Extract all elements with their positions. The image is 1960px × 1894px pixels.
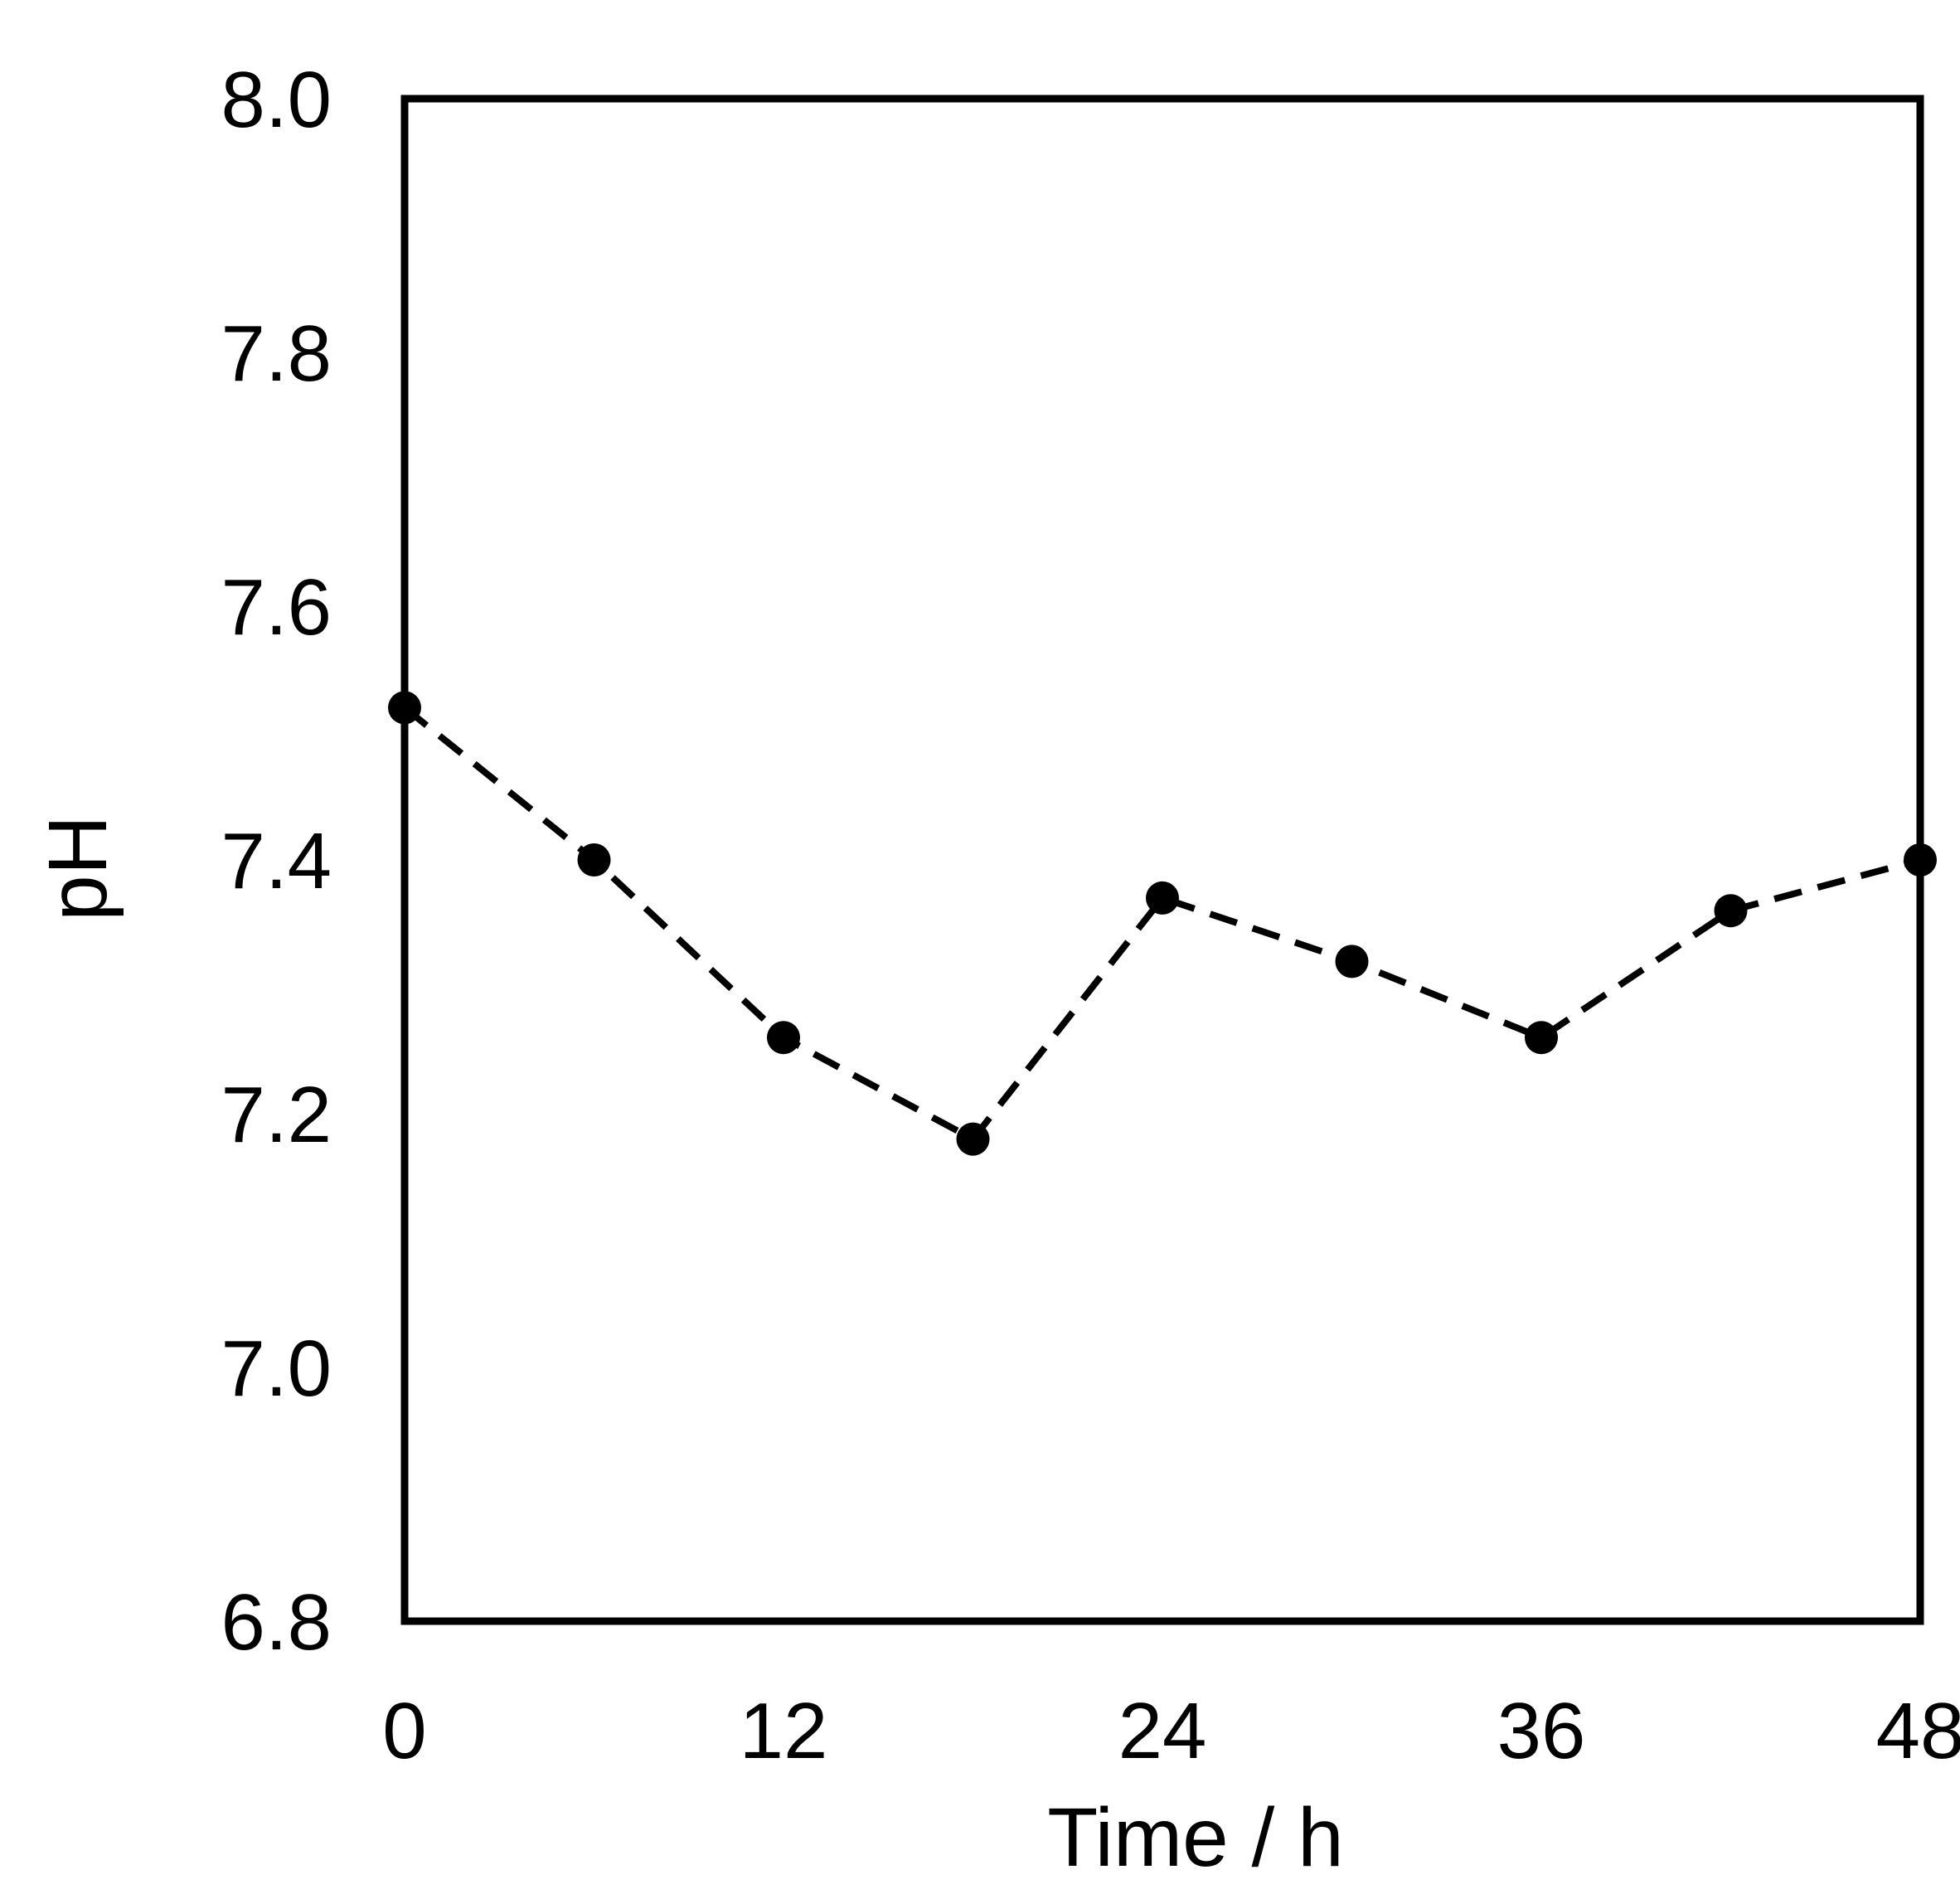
data-point — [1146, 881, 1179, 915]
data-point — [1714, 894, 1748, 928]
x-tick-label: 48 — [1876, 1687, 1960, 1775]
data-point — [956, 1122, 990, 1156]
y-axis-title: pH — [32, 815, 124, 921]
series-line — [402, 705, 1922, 1143]
x-tick-label: 24 — [1118, 1687, 1207, 1775]
y-axis-ticks: 6.8 7.0 7.2 7.4 7.6 7.8 8.0 — [221, 56, 332, 1667]
x-tick-label: 36 — [1497, 1687, 1586, 1775]
y-tick-label: 8.0 — [221, 56, 332, 144]
data-point — [1525, 1021, 1558, 1055]
y-tick-label: 6.8 — [221, 1578, 332, 1667]
x-tick-label: 12 — [740, 1687, 828, 1775]
y-tick-label: 7.6 — [221, 563, 332, 652]
x-tick-label: 0 — [382, 1687, 426, 1775]
data-point — [767, 1021, 800, 1055]
series-layer — [388, 691, 1937, 1156]
x-axis-title: Time / h — [1047, 1791, 1343, 1884]
data-point — [1335, 945, 1369, 979]
data-point — [577, 843, 611, 877]
y-tick-label: 7.2 — [221, 1071, 332, 1159]
y-tick-label: 7.4 — [221, 817, 332, 906]
y-tick-label: 7.0 — [221, 1324, 332, 1413]
y-tick-label: 7.8 — [221, 309, 332, 398]
x-axis-ticks: 0 12 24 36 48 — [382, 1687, 1960, 1775]
plot-area-frame — [400, 95, 1924, 1625]
